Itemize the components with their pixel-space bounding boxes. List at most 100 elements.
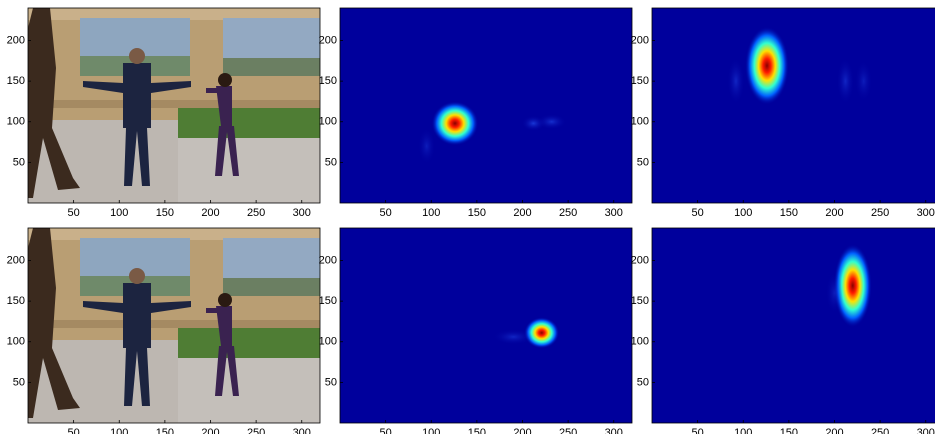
x-tick-label: 250 [559,427,577,434]
axes-frame [27,227,321,424]
x-tick-label: 100 [110,207,128,219]
y-tick-label: 150 [319,295,337,307]
y-tick-label: 200 [319,254,337,266]
statue [28,8,80,198]
plot-area [28,228,320,423]
x-tick-label: 200 [825,207,843,219]
x-tick-label: 150 [468,427,486,434]
x-tick-label: 100 [734,427,752,434]
x-tick-label: 200 [201,427,219,434]
x-tick-label: 250 [559,207,577,219]
person [83,283,191,406]
scene [178,328,320,358]
x-tick-label: 200 [825,427,843,434]
hotspot [492,329,534,345]
x-tick-label: 100 [734,207,752,219]
y-tick-label: 100 [319,336,337,348]
heatmap-background [340,8,632,203]
plot-area [340,228,632,423]
scene [28,228,320,240]
y-tick-label: 150 [631,75,649,87]
hotspot [431,101,479,146]
y-tick-label: 50 [325,376,337,388]
axes-frame [339,227,633,424]
scene [178,108,320,138]
scene [178,358,320,423]
x-tick-label: 50 [692,427,704,434]
heatmap-background [652,8,935,203]
x-tick-label: 150 [468,207,486,219]
y-tick-label: 50 [13,156,25,168]
x-tick-label: 50 [380,207,392,219]
axes-frame [27,7,321,204]
axes-frame [651,227,935,424]
person [206,306,239,396]
plot-area [340,8,632,203]
x-tick-label: 250 [247,207,265,219]
x-tick-label: 200 [513,427,531,434]
x-tick-label: 150 [156,427,174,434]
y-tick-label: 50 [637,156,649,168]
x-tick-label: 300 [293,427,311,434]
scene [28,100,320,108]
y-tick-label: 200 [319,34,337,46]
y-tick-label: 50 [325,156,337,168]
x-tick-label: 250 [871,427,889,434]
x-tick-label: 300 [917,427,935,434]
person-head [218,73,232,87]
x-tick-label: 300 [293,207,311,219]
y-tick-label: 200 [7,254,25,266]
y-tick-label: 150 [7,295,25,307]
panel: 50 100 150 200 250 300 50 100 150 200 [7,227,321,434]
hotspot [727,57,745,105]
y-tick-label: 100 [7,116,25,128]
y-tick-label: 150 [631,295,649,307]
x-tick-label: 100 [422,207,440,219]
heatmap-background [340,228,632,423]
y-tick-label: 50 [13,376,25,388]
panel: 50 100 150 200 250 300 50 100 150 200 [7,7,321,219]
hotspot [524,317,560,349]
scene [223,58,320,76]
scene [178,138,320,203]
hotspot [537,113,567,130]
scene [223,278,320,296]
y-tick-label: 200 [631,34,649,46]
x-tick-label: 150 [780,427,798,434]
y-tick-label: 200 [7,34,25,46]
x-tick-label: 50 [380,427,392,434]
x-tick-label: 200 [201,207,219,219]
x-tick-label: 50 [692,207,704,219]
y-tick-label: 150 [319,75,337,87]
y-tick-label: 100 [319,116,337,128]
x-tick-label: 300 [917,207,935,219]
panel: 50 100 150 200 250 300 50 100 150 200 [319,7,633,219]
y-tick-label: 150 [7,75,25,87]
y-tick-label: 50 [637,376,649,388]
y-tick-label: 200 [631,254,649,266]
x-tick-label: 100 [110,427,128,434]
x-tick-label: 100 [422,427,440,434]
y-tick-label: 100 [631,336,649,348]
x-tick-label: 300 [605,207,623,219]
hotspot [833,244,872,328]
hotspot [825,272,844,314]
statue [28,228,80,418]
hotspot [836,57,855,105]
axes-frame [651,7,935,204]
scene [28,8,320,20]
hotspot [417,127,436,165]
y-tick-label: 100 [631,116,649,128]
person-head [129,48,145,64]
y-tick-label: 100 [7,336,25,348]
person-head [129,268,145,284]
person [83,63,191,186]
x-tick-label: 250 [247,427,265,434]
hotspot [854,60,873,102]
plot-area [28,8,320,203]
x-tick-label: 200 [513,207,531,219]
x-tick-label: 150 [156,207,174,219]
x-tick-label: 50 [68,427,80,434]
axes-frame [339,7,633,204]
plot-area [652,8,935,203]
